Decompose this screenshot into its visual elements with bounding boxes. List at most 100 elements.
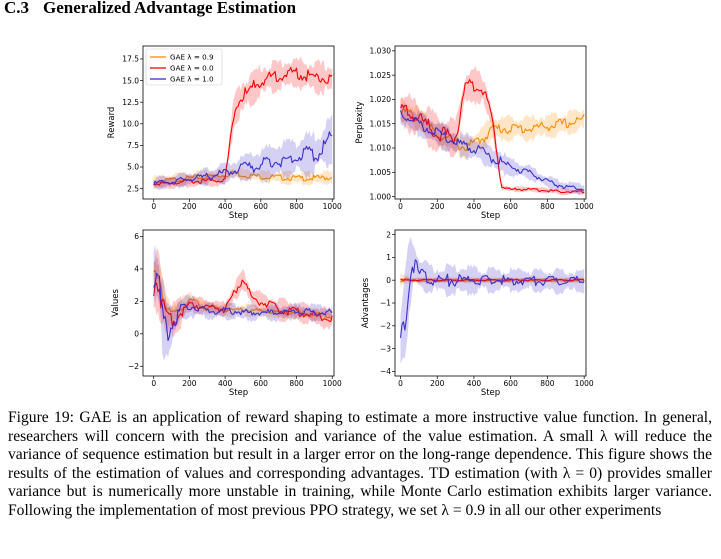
y-tick-label: 12.5 xyxy=(122,98,139,107)
figure-caption: Figure 19: GAE is an application of rewa… xyxy=(8,409,712,521)
y-tick-label: −1 xyxy=(380,299,391,308)
line-series-0 xyxy=(153,269,333,319)
x-axis-label: Step xyxy=(229,211,248,221)
y-tick-label: 1.010 xyxy=(370,144,392,153)
line-series-2 xyxy=(153,272,333,342)
y-tick-label: 1.000 xyxy=(370,192,392,201)
y-tick-label: 1.020 xyxy=(370,95,392,104)
axes-frame xyxy=(142,229,335,377)
y-tick-label: 17.5 xyxy=(122,55,139,64)
x-tick-label: 200 xyxy=(182,202,197,211)
x-tick-label: 1000 xyxy=(323,379,342,388)
y-tick-label: 2 xyxy=(386,230,391,239)
y-tick-label: 6 xyxy=(134,232,139,241)
x-tick-label: 400 xyxy=(218,202,233,211)
x-tick-label: 200 xyxy=(430,379,445,388)
x-axis-label: Step xyxy=(229,388,248,398)
y-tick-label: 1.025 xyxy=(370,71,392,80)
band-series-2 xyxy=(400,236,585,364)
legend-entry: GAE λ = 0.0 xyxy=(170,64,214,73)
x-tick-label: 800 xyxy=(540,379,555,388)
y-tick-label: 5.0 xyxy=(127,163,139,172)
y-tick-label: −2 xyxy=(380,322,391,331)
x-tick-label: 200 xyxy=(182,379,197,388)
x-tick-label: 400 xyxy=(467,379,482,388)
x-tick-label: 0 xyxy=(398,202,403,211)
y-tick-label: 1.005 xyxy=(370,168,392,177)
y-tick-label: 1.015 xyxy=(370,119,392,128)
legend-entry: GAE λ = 1.0 xyxy=(170,75,214,84)
band-series-1 xyxy=(153,56,333,190)
caption-text: GAE is an application of reward shaping … xyxy=(8,409,712,519)
line-series-2 xyxy=(399,110,585,191)
band-series-2 xyxy=(153,114,333,191)
caption-label: Figure 19: xyxy=(8,409,74,426)
line-series-1 xyxy=(153,66,333,186)
y-tick-label: 10.0 xyxy=(122,119,139,128)
y-axis-label: Perplexity xyxy=(355,101,365,143)
line-series-2 xyxy=(399,259,585,338)
x-axis-label: Step xyxy=(481,211,500,221)
x-tick-label: 0 xyxy=(151,202,156,211)
y-tick-label: 4 xyxy=(134,265,139,274)
plot-perplexity: 0 200 400 600 800 1000 1.000 1.005 1.010 1.015 1.0… xyxy=(355,45,594,221)
x-tick-label: 600 xyxy=(504,379,519,388)
x-tick-label: 1000 xyxy=(575,202,594,211)
x-tick-label: 600 xyxy=(504,202,519,211)
y-tick-label: 2.5 xyxy=(127,184,139,193)
y-tick-label: 1.030 xyxy=(370,47,392,56)
band-series-1 xyxy=(400,65,585,196)
y-tick-label: 2 xyxy=(134,297,139,306)
band-series-2 xyxy=(153,244,333,361)
plot-area xyxy=(153,56,333,191)
plot-area xyxy=(399,236,585,364)
x-tick-label: 1000 xyxy=(575,379,594,388)
band-series-2 xyxy=(400,102,585,195)
section-number: C.3 xyxy=(4,0,30,17)
figure-19: 0 200 400 600 800 10002.55.07.510.012.515.017… xyxy=(107,45,594,398)
x-tick-label: 800 xyxy=(289,379,304,388)
plot-values: 0 200 400 600 800 1000 −2 0 2 4 6 Step Values xyxy=(111,229,342,398)
x-tick-label: 600 xyxy=(254,202,269,211)
axes-frame xyxy=(394,45,587,200)
section-heading: C.3 Generalized Advantage Estimation xyxy=(4,0,296,18)
legend: GAE λ = 0.9 GAE λ = 0.0 GAE λ = 1.0 xyxy=(145,48,223,86)
x-tick-label: 400 xyxy=(467,202,482,211)
band-series-0 xyxy=(153,260,333,327)
x-axis-label: Step xyxy=(481,388,500,398)
line-series-1 xyxy=(153,279,333,327)
plot-area xyxy=(399,65,585,196)
y-axis-label: Advantages xyxy=(361,277,371,328)
x-tick-label: 0 xyxy=(151,379,156,388)
line-series-0 xyxy=(153,170,333,185)
plot-advantages: 0 200 400 600 800 1000 −4 −3 −2 −1 0 1 2 Step Advantag… xyxy=(361,229,594,398)
band-series-0 xyxy=(400,98,585,159)
line-series-2 xyxy=(153,131,333,186)
y-tick-label: 15.0 xyxy=(122,76,139,85)
y-tick-label: −3 xyxy=(380,344,391,353)
y-axis-label: Values xyxy=(111,289,121,317)
y-tick-label: 1 xyxy=(386,253,391,262)
x-tick-label: 0 xyxy=(398,379,403,388)
x-tick-label: 600 xyxy=(254,379,269,388)
y-axis-label: Reward xyxy=(107,107,117,139)
y-tick-label: −4 xyxy=(380,367,391,376)
x-tick-label: 400 xyxy=(218,379,233,388)
band-series-0 xyxy=(153,167,333,190)
x-tick-label: 200 xyxy=(430,202,445,211)
x-tick-label: 1000 xyxy=(323,202,342,211)
y-tick-label: 0 xyxy=(134,330,139,339)
x-tick-label: 800 xyxy=(540,202,555,211)
y-tick-label: −2 xyxy=(128,362,139,371)
section-title: Generalized Advantage Estimation xyxy=(43,0,297,17)
axes-frame xyxy=(394,229,587,377)
plot-reward: 0 200 400 600 800 1000 2.5 5.0 7.5 10.0 12.5 15.0 17… xyxy=(107,45,342,221)
line-series-0 xyxy=(400,107,585,152)
line-series-1 xyxy=(399,79,585,194)
x-tick-label: 800 xyxy=(289,202,304,211)
axes-frame xyxy=(142,45,335,200)
line-series-1 xyxy=(400,278,585,282)
legend-entry: GAE λ = 0.9 xyxy=(170,53,214,62)
y-tick-label: 0 xyxy=(386,276,391,285)
band-series-1 xyxy=(153,248,333,338)
